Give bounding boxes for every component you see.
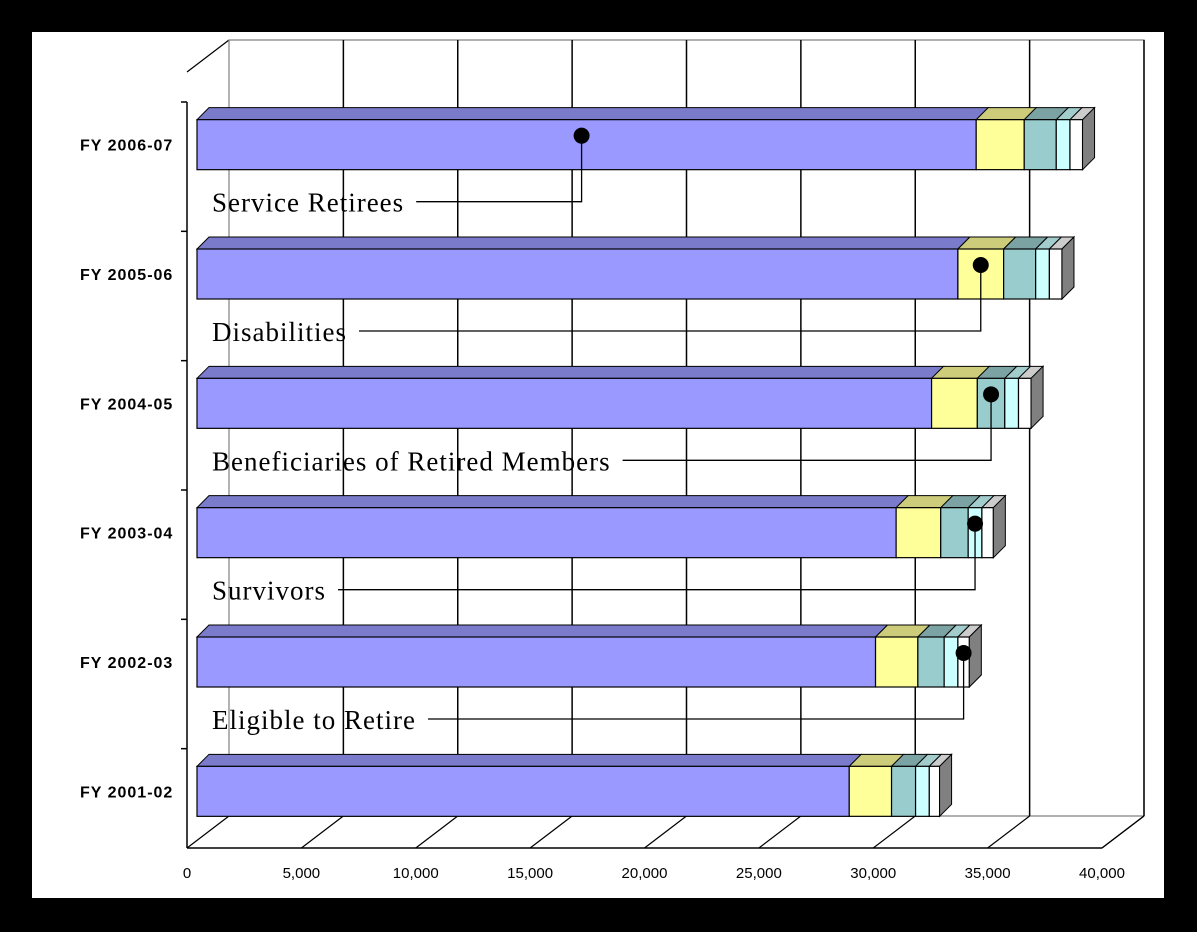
bar-segment: [1003, 248, 1037, 300]
bar-segment: [1035, 248, 1050, 300]
x-tick-labels: 0 5,000 10,000 15,000 20,000 25,000 30,000 35,0…: [183, 865, 1125, 882]
category-label: FY 2006-07: [80, 138, 173, 155]
x-tick-label: 20,000: [622, 865, 668, 882]
bar-segment: [1017, 377, 1032, 429]
x-tick-label: 0: [183, 865, 191, 882]
bar-segment: [1023, 119, 1057, 171]
callout-marker: [983, 386, 1000, 403]
bar-segment: [196, 636, 877, 688]
bar-segment: [1055, 119, 1071, 171]
category-label: FY 2002-03: [80, 655, 173, 672]
x-tick-label: 30,000: [850, 865, 896, 882]
bar-end-face: [1061, 235, 1075, 301]
bar-segment: [981, 507, 994, 559]
callout-marker: [972, 257, 989, 273]
annotation-callouts: Service Retirees Disabilities Beneficiarie…: [212, 127, 1000, 735]
callout-marker: [967, 515, 984, 532]
callout-marker: [955, 645, 972, 661]
bar-segment: [930, 377, 978, 429]
bar-segment: [914, 765, 930, 817]
x-tick-label: 35,000: [965, 865, 1011, 882]
floor-gridline: [758, 815, 802, 849]
bar-segment: [196, 119, 977, 171]
bar-segment-top: [195, 495, 910, 509]
bar-end-face: [939, 753, 953, 818]
category-label: FY 2001-02: [80, 784, 173, 801]
bar-segment: [874, 636, 919, 688]
bar-group: [195, 753, 953, 818]
x-tick-label: 15,000: [507, 865, 553, 882]
bar-group: [195, 106, 1096, 171]
bar-segment-top: [195, 753, 863, 767]
bar-chart: Service Retirees Disabilities Beneficiarie…: [80, 39, 1145, 882]
category-label: FY 2005-06: [80, 267, 173, 284]
bar-segment: [928, 765, 941, 817]
bar-segment: [196, 765, 850, 817]
floor-gridline: [301, 815, 344, 849]
leader-line: [338, 523, 976, 591]
bar-segment: [1048, 248, 1063, 300]
axes: [181, 101, 1102, 849]
floor-gridline: [529, 815, 573, 849]
annotation-label: Eligible to Retire: [212, 705, 416, 735]
bar-group: [195, 623, 983, 689]
bar-group: [195, 494, 1007, 559]
annotation-label: Disabilities: [212, 317, 347, 347]
category-label: FY 2003-04: [80, 526, 173, 543]
bar-end-face: [968, 623, 982, 689]
bar-segment: [890, 765, 917, 817]
bar-segment: [1069, 119, 1084, 171]
bar-segment-top: [195, 236, 972, 250]
floor-gridline: [644, 815, 687, 849]
bars: [195, 106, 1096, 818]
floor-gridline: [872, 815, 916, 849]
bar-segment-top: [195, 107, 990, 121]
bar-segment: [895, 507, 942, 559]
bar-segment-top: [195, 365, 945, 379]
floor-gridline: [987, 815, 1030, 849]
bar-segment: [196, 377, 933, 429]
bar-group: [195, 235, 1076, 301]
leader-line: [359, 265, 982, 332]
wall-edge-top: [186, 39, 230, 73]
x-tick-label: 5,000: [283, 865, 321, 882]
annotation-label: Service Retirees: [212, 188, 404, 218]
x-tick-label: 10,000: [393, 865, 439, 882]
leader-line: [416, 135, 583, 203]
category-labels: FY 2006-07 FY 2005-06 FY 2004-05 FY 2003-04…: [80, 138, 173, 802]
bar-end-face: [1030, 365, 1044, 430]
leader-line: [622, 394, 992, 461]
bar-segment: [940, 507, 969, 559]
annotation-label: Beneficiaries of Retired Members: [212, 446, 611, 476]
floor-gridline: [186, 815, 230, 849]
callout-marker: [573, 127, 590, 144]
bar-segment-top: [195, 624, 889, 638]
leader-line: [427, 653, 965, 720]
x-tick-label: 25,000: [736, 865, 782, 882]
category-label: FY 2004-05: [80, 396, 173, 413]
bar-segment: [943, 636, 959, 688]
bar-segment: [1004, 377, 1020, 429]
bar-segment: [196, 507, 897, 559]
bar-segment: [917, 636, 945, 688]
floor-gridline: [1101, 815, 1145, 849]
bar-end-face: [1082, 106, 1096, 171]
bar-segment: [196, 248, 959, 300]
annotation-label: Survivors: [212, 576, 326, 606]
bar-segment: [975, 119, 1025, 171]
chart-frame: Service Retirees Disabilities Beneficiarie…: [32, 32, 1164, 898]
bar-group: [195, 365, 1045, 430]
bar-segment: [848, 765, 893, 817]
bar-end-face: [992, 494, 1006, 559]
floor-gridline: [415, 815, 459, 849]
x-tick-label: 40,000: [1079, 865, 1125, 882]
